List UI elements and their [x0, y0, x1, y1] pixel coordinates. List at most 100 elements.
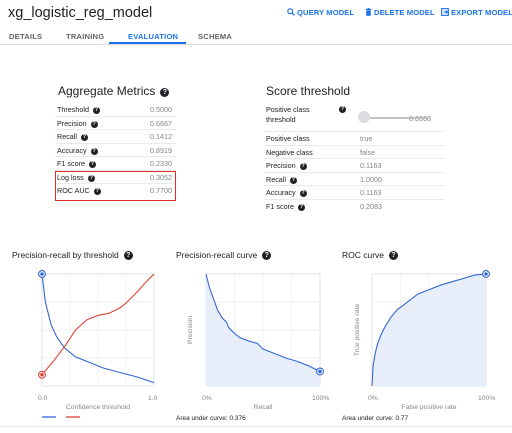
chart-roc: True positive rate 0% 100% False positiv… — [354, 270, 495, 411]
help-icon[interactable]: ? — [90, 120, 98, 128]
positive-class-threshold-label: Positive class threshold — [266, 105, 310, 124]
data-point — [484, 272, 488, 276]
help-icon[interactable]: ? — [262, 251, 272, 260]
threshold-row-accuracy: Accuracy? 0.1163 — [264, 186, 444, 200]
threshold-row-negative-class: Negative class false — [264, 146, 444, 159]
metric-label-f1-score: F1 score? — [57, 159, 96, 168]
tab-training[interactable]: TRAINING — [66, 32, 105, 41]
threshold-value-recall: 1.0000 — [360, 174, 382, 184]
threshold-value-f1-score: 0.2083 — [360, 201, 382, 211]
divider — [0, 426, 512, 427]
search-icon — [287, 8, 295, 16]
threshold-row-precision: Precision? 0.1163 — [264, 159, 444, 173]
delete-model-label: DELETE MODEL — [374, 8, 435, 17]
threshold-value-negative-class: false — [360, 147, 376, 157]
help-icon[interactable]: ? — [123, 251, 133, 260]
help-icon[interactable]: ? — [389, 251, 399, 260]
threshold-row-recall: Recall? 1.0000 — [264, 173, 444, 186]
chart-title-pr-curve: Precision-recall curve? — [176, 250, 272, 260]
threshold-label-positive-class: Positive class — [266, 134, 310, 143]
threshold-value-accuracy: 0.1163 — [360, 188, 382, 197]
export-icon — [441, 8, 449, 16]
highlight-box — [55, 171, 176, 201]
query-model-label: QUERY MODEL — [297, 8, 355, 17]
delete-model-button[interactable]: DELETE MODEL — [365, 8, 435, 17]
data-point — [318, 369, 322, 374]
x-tick-label: 1.0 — [148, 395, 158, 402]
series-line-red — [41, 273, 155, 376]
metric-value-accuracy: 0.8919 — [150, 145, 172, 155]
help-icon[interactable]: ? — [90, 147, 98, 155]
threshold-label-recall: Recall? — [266, 174, 297, 184]
x-tick-label: 100% — [478, 395, 495, 402]
tab-bar: DETAILS TRAINING EVALUATION SCHEMA — [0, 28, 512, 45]
pr-area-under-curve: Area under curve: 0.376 — [176, 415, 246, 422]
area-fill — [206, 274, 320, 386]
chart-title-pr-threshold: Precision-recall by threshold? — [12, 250, 133, 260]
x-axis-label: Recall — [254, 404, 273, 411]
metric-value-f1-score: 0.2330 — [150, 159, 172, 168]
metric-label-log-loss: Log loss? — [57, 172, 95, 182]
aggregate-metrics-title: Aggregate Metrics? — [58, 84, 170, 98]
x-tick-label: 100% — [312, 395, 329, 402]
area-fill — [372, 274, 486, 386]
export-model-label: EXPORT MODEL — [451, 8, 512, 17]
help-icon[interactable]: ? — [289, 176, 297, 184]
series-line — [371, 273, 487, 387]
trash-icon — [365, 8, 372, 16]
metric-label-roc-auc: ROC AUC? — [57, 186, 101, 195]
model-title: xg_logistic_reg_model — [8, 5, 153, 21]
tab-schema[interactable]: SCHEMA — [198, 32, 233, 41]
chart-title-roc: ROC curve? — [342, 250, 399, 260]
metric-label-recall: Recall? — [57, 132, 88, 141]
active-tab-indicator — [109, 42, 186, 44]
tab-evaluation[interactable]: EVALUATION — [128, 32, 179, 41]
help-icon[interactable]: ? — [339, 106, 346, 113]
x-axis-label: Confidence threshold — [66, 404, 130, 411]
metric-label-threshold: Threshold? — [57, 105, 100, 114]
series-line — [205, 273, 321, 372]
x-tick-label: 0% — [202, 395, 212, 402]
threshold-label-negative-class: Negative class — [266, 147, 313, 157]
threshold-row-positive-class: Positive class true — [264, 132, 444, 146]
metric-row-threshold: Threshold? 0.5000 — [55, 103, 176, 117]
help-icon[interactable]: ? — [160, 88, 170, 97]
metric-row-roc-auc: ROC AUC? 0.7700 — [55, 184, 176, 198]
metric-label-precision: Precision? — [57, 118, 98, 128]
help-icon[interactable]: ? — [297, 203, 305, 211]
roc-area-under-curve: Area under curve: 0.77 — [342, 415, 409, 422]
metric-row-f1-score: F1 score? 0.2330 — [55, 157, 176, 171]
metric-label-accuracy: Accuracy? — [57, 145, 98, 155]
aggregate-metrics-table: Threshold? 0.5000 Precision? 0.6667 Recall… — [55, 103, 176, 198]
threshold-row-f1-score: F1 score? 0.2083 — [264, 200, 444, 214]
x-tick-label: 0% — [368, 395, 378, 402]
y-axis-label: Precision — [187, 316, 194, 344]
help-icon[interactable]: ? — [87, 174, 95, 182]
metric-value-log-loss: 0.3052 — [150, 172, 172, 182]
x-axis-label: False positive rate — [401, 404, 456, 411]
help-icon[interactable]: ? — [93, 188, 101, 195]
threshold-slider-track[interactable] — [370, 117, 428, 119]
metric-row-recall: Recall? 0.1412 — [55, 130, 176, 144]
chart-pr-threshold: 0.0 1.0 Confidence threshold — [38, 270, 158, 418]
data-point — [40, 272, 44, 276]
help-icon[interactable]: ? — [92, 107, 100, 114]
metric-value-roc-auc: 0.7700 — [150, 186, 172, 195]
help-icon[interactable]: ? — [299, 190, 307, 197]
metric-value-threshold: 0.5000 — [150, 105, 172, 114]
threshold-slider-thumb[interactable] — [358, 111, 370, 123]
chart-pr-curve: Precision 0% 100% Recall — [187, 273, 329, 411]
series-line-blue — [41, 273, 155, 384]
help-icon[interactable]: ? — [88, 161, 96, 168]
data-point — [40, 373, 44, 377]
threshold-value-positive-class: true — [360, 134, 373, 143]
help-icon[interactable]: ? — [299, 163, 307, 170]
aggregate-metrics-title-text: Aggregate Metrics — [58, 84, 156, 98]
export-model-button[interactable]: EXPORT MODEL — [441, 8, 512, 17]
threshold-label-f1-score: F1 score? — [266, 201, 305, 211]
tab-details[interactable]: DETAILS — [9, 32, 43, 41]
query-model-button[interactable]: QUERY MODEL — [287, 8, 354, 17]
metric-row-log-loss: Log loss? 0.3052 — [55, 171, 176, 184]
help-icon[interactable]: ? — [80, 134, 88, 141]
